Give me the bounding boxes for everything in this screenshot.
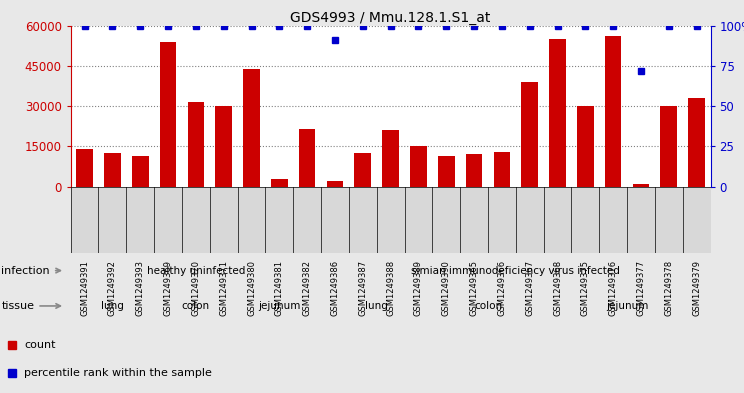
Bar <box>76 149 93 187</box>
Text: colon: colon <box>182 301 210 311</box>
Bar <box>466 154 482 187</box>
Title: GDS4993 / Mmu.128.1.S1_at: GDS4993 / Mmu.128.1.S1_at <box>290 11 491 24</box>
Text: colon: colon <box>474 301 502 311</box>
Bar <box>299 129 315 187</box>
Bar <box>438 156 455 187</box>
Bar <box>522 82 538 187</box>
Bar <box>577 106 594 187</box>
Text: infection: infection <box>1 266 60 275</box>
Text: tissue: tissue <box>1 301 60 311</box>
Bar <box>327 181 343 187</box>
Bar <box>632 184 650 187</box>
Text: lung: lung <box>365 301 388 311</box>
Text: percentile rank within the sample: percentile rank within the sample <box>24 368 212 378</box>
Text: simian immunodeficiency virus infected: simian immunodeficiency virus infected <box>411 266 620 275</box>
Bar <box>382 130 399 187</box>
Text: jejunum: jejunum <box>606 301 648 311</box>
Bar <box>104 153 121 187</box>
Text: count: count <box>24 340 56 350</box>
Bar <box>243 68 260 187</box>
Bar <box>549 39 566 187</box>
Text: healthy uninfected: healthy uninfected <box>147 266 245 275</box>
Bar <box>688 98 705 187</box>
Bar <box>493 152 510 187</box>
Bar <box>187 102 204 187</box>
Bar <box>160 42 176 187</box>
Text: lung: lung <box>101 301 124 311</box>
Bar <box>271 178 288 187</box>
Bar <box>605 36 621 187</box>
Bar <box>215 106 232 187</box>
Bar <box>661 106 677 187</box>
Text: jejunum: jejunum <box>258 301 301 311</box>
Bar <box>354 153 371 187</box>
Bar <box>410 146 427 187</box>
Bar <box>132 156 149 187</box>
